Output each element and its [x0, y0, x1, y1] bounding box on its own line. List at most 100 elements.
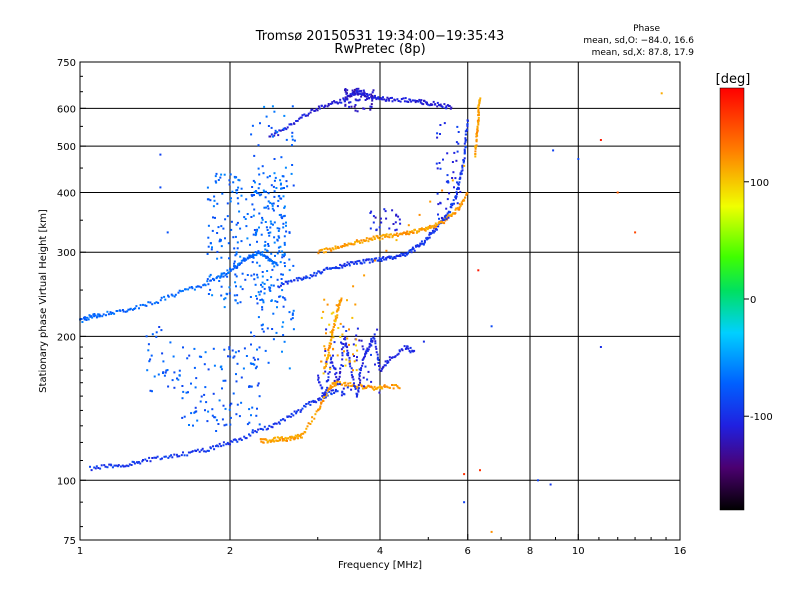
trace-point [461, 164, 464, 167]
trace-point [93, 315, 96, 318]
cluster-point [266, 327, 269, 330]
cluster-point [378, 391, 381, 394]
trace-point [367, 384, 370, 387]
cluster-point [345, 358, 348, 361]
cluster-point [216, 257, 219, 260]
cluster-point [451, 177, 454, 179]
cluster-point [250, 274, 253, 277]
trace-point [173, 453, 176, 456]
trace-point [460, 172, 463, 175]
trace-point [326, 358, 329, 361]
trace-point [331, 247, 334, 250]
cluster-point [353, 355, 355, 357]
trace-point [411, 246, 414, 249]
trace-point [271, 426, 274, 429]
trace-point [229, 440, 232, 443]
cluster-point [195, 377, 198, 380]
cluster-point [284, 298, 287, 301]
trace-point [354, 241, 357, 244]
cluster-point [277, 199, 280, 202]
trace-point [180, 290, 183, 293]
trace-point [458, 178, 461, 180]
cluster-point [279, 183, 282, 186]
trace-point [409, 249, 412, 252]
cluster-point [173, 371, 176, 374]
cluster-point [250, 331, 252, 334]
cluster-point [230, 197, 232, 200]
cluster-point [457, 142, 460, 145]
cluster-point [260, 193, 263, 196]
trace-point [330, 356, 333, 359]
trace-point [407, 224, 410, 227]
cluster-point [273, 265, 276, 268]
trace-point [274, 436, 277, 439]
trace-point [375, 351, 378, 354]
scatter-point [599, 139, 602, 141]
trace-point [420, 99, 423, 102]
cluster-point [249, 362, 252, 365]
trace-point [426, 228, 429, 231]
cluster-point [283, 340, 286, 343]
y-tick-label: 100 [57, 476, 76, 487]
trace-point [466, 125, 469, 128]
cluster-point [176, 377, 178, 380]
cluster-point [250, 343, 252, 346]
trace-point [299, 277, 302, 280]
cluster-point [256, 297, 258, 300]
trace-point [417, 100, 420, 103]
cluster-point [274, 176, 277, 179]
trace-point [303, 404, 306, 407]
trace-point [401, 233, 404, 236]
trace-point [111, 466, 114, 469]
trace-point [474, 153, 477, 155]
cluster-point [283, 235, 286, 238]
cluster-point [219, 366, 222, 369]
trace-point [325, 394, 328, 397]
cluster-point [228, 346, 231, 349]
cluster-point [281, 325, 284, 328]
cluster-point [246, 237, 249, 240]
trace-point [327, 104, 330, 107]
trace-point [142, 303, 144, 306]
trace-point [451, 202, 454, 205]
trace-point [474, 147, 477, 150]
trace-point [383, 385, 386, 388]
cluster-point [177, 378, 180, 381]
trace-point [366, 95, 369, 98]
cluster-point [340, 394, 343, 397]
trace-point [286, 126, 289, 129]
trace-point [222, 441, 225, 444]
cluster-point [338, 383, 341, 385]
trace-point [439, 103, 442, 106]
trace-point [363, 92, 366, 95]
trace-point [382, 365, 385, 368]
cluster-point [224, 379, 227, 382]
trace-point [383, 384, 386, 387]
trace-point [361, 387, 364, 390]
trace-point [304, 277, 307, 280]
x-tick-label: 10 [572, 546, 585, 557]
trace-point [345, 384, 348, 387]
trace-point [261, 251, 264, 254]
trace-point [378, 259, 381, 261]
cluster-point [243, 216, 246, 219]
cluster-point [240, 187, 243, 190]
trace-point [342, 98, 345, 101]
trace-point [358, 90, 361, 93]
trace-point [338, 303, 341, 306]
trace-point [330, 342, 332, 345]
trace-point [327, 389, 330, 392]
cluster-point [233, 355, 236, 358]
cluster-point [213, 279, 216, 282]
trace-point [373, 385, 376, 388]
trace-point [328, 346, 331, 349]
trace-point [157, 301, 160, 304]
cluster-point [258, 293, 261, 296]
trace-point [260, 440, 263, 443]
cluster-point [263, 287, 266, 290]
trace-point [262, 441, 265, 444]
trace-point [97, 467, 100, 469]
trace-point [355, 239, 358, 242]
trace-point [359, 93, 362, 95]
